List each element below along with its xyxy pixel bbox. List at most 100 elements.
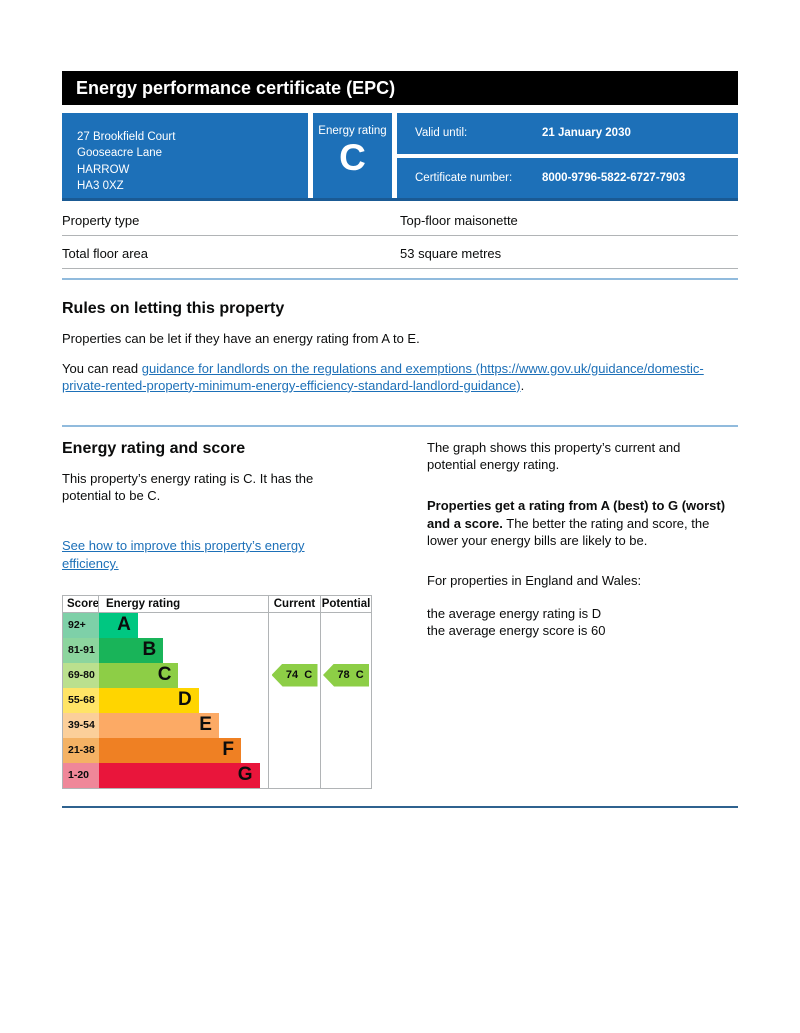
potential-column-cell: [321, 688, 371, 713]
potential-column-cell: [321, 713, 371, 738]
band-letter-a: A: [117, 614, 131, 636]
rating-bar-a: A: [99, 612, 138, 638]
rating-band-cell-d: D: [99, 687, 269, 713]
potential-column-cell: 78 C: [321, 663, 371, 688]
band-letter-e: E: [199, 714, 212, 736]
header-bar: Energy performance certificate (EPC): [62, 71, 738, 105]
address-line-1: 27 Brookfield Court: [77, 131, 176, 143]
fact-value: 53 square metres: [400, 246, 502, 261]
fact-label: Total floor area: [62, 246, 148, 261]
chart-header-rating: Energy rating: [99, 595, 269, 613]
section-divider: [62, 424, 738, 427]
rating-bar-g: G: [99, 762, 260, 788]
fact-label: Property type: [62, 213, 140, 228]
rating-explanation: Properties get a rating from A (best) to…: [427, 497, 738, 548]
guidance-link[interactable]: guidance for landlords on the regulation…: [62, 360, 704, 393]
rating-bar-f: F: [99, 737, 241, 763]
potential-column-cell: [321, 738, 371, 763]
improve-link[interactable]: See how to improve this property’s energ…: [62, 538, 305, 571]
rating-bar-b: B: [99, 637, 164, 663]
guidance-prefix: You can read: [62, 360, 142, 376]
rating-score-heading: Energy rating and score: [62, 439, 246, 457]
certificate-number-row: Certificate number: 8000-9796-5822-6727-…: [397, 157, 738, 198]
address-box: 27 Brookfield Court Gooseacre Lane HARRO…: [62, 113, 308, 198]
current-arrow: 74 C: [271, 663, 318, 687]
score-cell-g: 1-20: [63, 762, 99, 788]
rules-body: Properties can be let if they have an en…: [62, 331, 420, 346]
band-letter-f: F: [222, 739, 234, 761]
chart-header-score: Score: [63, 595, 99, 613]
score-cell-e: 39-54: [63, 712, 99, 738]
potential-arrow: 78 C: [323, 663, 369, 687]
rating-band-cell-b: B: [99, 637, 269, 663]
guidance-suffix: .: [520, 377, 525, 393]
valid-until-value: 21 January 2030: [542, 127, 631, 140]
energy-rating-value: C: [339, 137, 366, 178]
certificate-number-label: Certificate number:: [415, 171, 513, 184]
rating-score-section: Energy rating and score This property’s …: [62, 440, 738, 789]
score-cell-a: 92+: [63, 612, 99, 638]
section-divider: [62, 278, 738, 280]
improve-paragraph: See how to improve this property’s energ…: [62, 537, 334, 572]
fact-value: Top-floor maisonette: [400, 213, 518, 228]
address-line-2: Gooseacre Lane: [77, 147, 163, 160]
graph-intro: The graph shows this property’s current …: [427, 439, 681, 472]
current-column-cell: [269, 612, 321, 638]
rating-band-cell-f: F: [99, 737, 269, 763]
band-letter-g: G: [237, 764, 253, 786]
rating-band-cell-e: E: [99, 712, 269, 738]
chart-header-potential: Potential: [321, 596, 371, 613]
fact-row-floor-area: Total floor area 53 square metres: [62, 236, 738, 269]
guidance-paragraph: You can read guidance for landlords on t…: [62, 361, 738, 395]
potential-column-cell: [321, 638, 371, 663]
rules-section: Rules on letting this property Propertie…: [62, 300, 738, 395]
validity-box: Valid until: 21 January 2030 Certificate…: [397, 113, 738, 198]
rating-summary: This property’s energy rating is C. It h…: [62, 470, 314, 503]
average-rating-line: the average energy rating is D: [427, 605, 602, 621]
band-letter-b: B: [142, 639, 157, 661]
rating-bar-d: D: [99, 687, 199, 713]
rating-explanation-bold: Properties get a rating from A (best) to…: [427, 498, 726, 531]
rating-bar-c: C: [99, 662, 179, 688]
rating-explanation-rest: The better the rating and score, the low…: [427, 515, 710, 548]
summary-panel: 27 Brookfield Court Gooseacre Lane HARRO…: [62, 113, 738, 201]
score-cell-b: 81-91: [63, 637, 99, 663]
rating-band-cell-g: G: [99, 762, 269, 788]
energy-rating-box: Energy rating C: [313, 113, 392, 198]
rating-bar-e: E: [99, 712, 219, 738]
address-line-4: HA3 0XZ: [77, 179, 124, 192]
valid-until-label: Valid until:: [415, 127, 468, 140]
rating-score-right-column: The graph shows this property’s current …: [427, 440, 738, 789]
averages-block: the average energy rating is D the avera…: [427, 606, 738, 640]
current-column-cell: [269, 762, 321, 788]
rules-heading: Rules on letting this property: [62, 300, 285, 317]
band-letter-c: C: [157, 664, 172, 686]
england-wales-intro: For properties in England and Wales:: [427, 572, 642, 588]
epc-chart-table: Score Energy rating Current Potential 92+ A 81…: [62, 594, 372, 789]
score-cell-f: 21-38: [63, 737, 99, 763]
address-line-3: HARROW: [77, 163, 130, 176]
rating-band-cell-a: A: [99, 612, 269, 638]
band-letter-d: D: [177, 689, 192, 711]
rating-band-cell-c: C: [99, 662, 269, 688]
epc-document-page: Energy performance certificate (EPC) 27 …: [62, 71, 738, 808]
fact-row-property-type: Property type Top-floor maisonette: [62, 203, 738, 236]
property-facts: Property type Top-floor maisonette Total…: [62, 203, 738, 269]
current-column-cell: 74 C: [269, 662, 321, 688]
energy-rating-label: Energy rating: [318, 125, 387, 137]
current-column-cell: [269, 712, 321, 738]
rating-score-left-column: Energy rating and score This property’s …: [62, 440, 392, 789]
average-score-line: the average energy score is 60: [427, 622, 606, 638]
current-column-cell: [269, 737, 321, 763]
score-cell-d: 55-68: [63, 687, 99, 713]
potential-column-cell: [321, 613, 371, 638]
bottom-divider: [62, 805, 738, 808]
current-column-cell: [269, 637, 321, 663]
page-title: Energy performance certificate (EPC): [76, 77, 396, 98]
chart-header-current: Current: [269, 595, 321, 613]
potential-column-cell: [321, 763, 371, 788]
certificate-number-value: 8000-9796-5822-6727-7903: [542, 171, 686, 184]
current-column-cell: [269, 687, 321, 713]
epc-rating-chart: Score Energy rating Current Potential 92+ A 81…: [62, 594, 392, 789]
score-cell-c: 69-80: [63, 662, 99, 688]
